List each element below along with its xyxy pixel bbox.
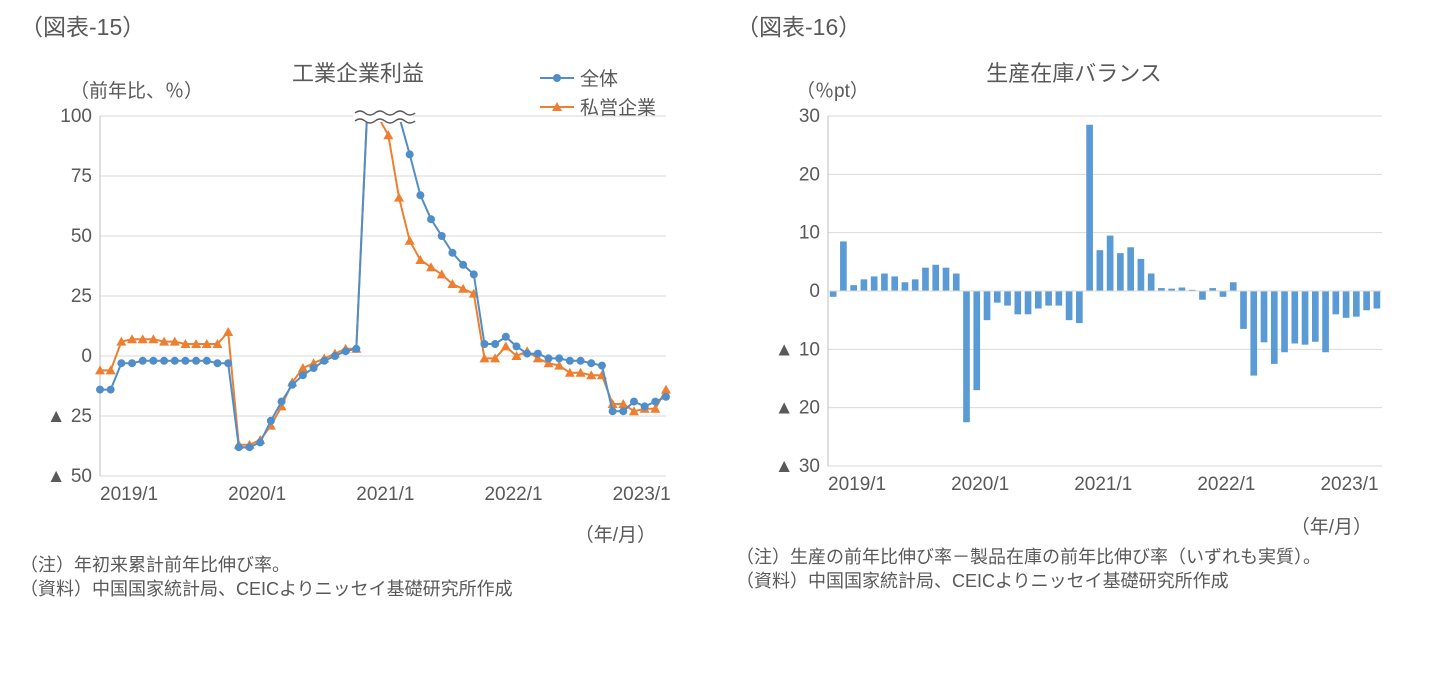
svg-text:▲ 10: ▲ 10 — [775, 339, 820, 360]
chart-notes: （注）年初来累計前年比伸び率。 （資料）中国国家統計局、CEICよりニッセイ基礎… — [20, 553, 696, 602]
chart-notes: （注）生産の前年比伸び率－製品在庫の前年比伸び率（いずれも実質）。 （資料）中国… — [736, 545, 1412, 594]
svg-text:30: 30 — [799, 106, 820, 127]
figure-label: （図表-15） — [20, 8, 696, 42]
svg-text:▲ 20: ▲ 20 — [775, 398, 820, 419]
svg-text:▲ 30: ▲ 30 — [775, 456, 820, 477]
svg-text:0: 0 — [809, 281, 820, 302]
svg-text:2020/1: 2020/1 — [951, 474, 1009, 495]
figure-label: （図表-16） — [736, 8, 1412, 42]
legend: 全体 私営企業 — [540, 64, 656, 122]
x-axis-unit: （年/月） — [736, 512, 1372, 539]
y-axis-unit: （％pt） — [796, 76, 869, 103]
svg-text:50: 50 — [71, 226, 92, 247]
legend-label: 私営企業 — [580, 93, 656, 120]
figure-16-panel: （図表-16） 生産在庫バランス （％pt） ▲ 30▲ 20▲ 1001020… — [716, 0, 1432, 679]
svg-text:2022/1: 2022/1 — [1197, 474, 1255, 495]
svg-text:2022/1: 2022/1 — [484, 484, 542, 505]
svg-text:20: 20 — [799, 164, 820, 185]
svg-text:▲ 25: ▲ 25 — [47, 406, 92, 427]
svg-text:2021/1: 2021/1 — [356, 484, 414, 505]
y-axis-unit: （前年比、％） — [70, 76, 203, 103]
svg-text:2023/1: 2023/1 — [613, 484, 671, 505]
legend-item-private: 私営企業 — [540, 93, 656, 120]
svg-text:2023/1: 2023/1 — [1320, 474, 1378, 495]
svg-text:2021/1: 2021/1 — [1074, 474, 1132, 495]
svg-text:10: 10 — [799, 223, 820, 244]
legend-swatch-private — [540, 106, 574, 108]
legend-label: 全体 — [580, 64, 618, 91]
svg-text:25: 25 — [71, 286, 92, 307]
figure-15-panel: （図表-15） 工業企業利益 （前年比、％） 全体 私営企業 ▲ 50▲ 250… — [0, 0, 716, 679]
svg-text:2019/1: 2019/1 — [100, 484, 158, 505]
note-line: （資料）中国国家統計局、CEICよりニッセイ基礎研究所作成 — [20, 577, 696, 601]
note-line: （資料）中国国家統計局、CEICよりニッセイ基礎研究所作成 — [736, 569, 1412, 593]
svg-text:▲ 50: ▲ 50 — [47, 466, 92, 487]
bar-chart: ▲ 30 ▲ 20 ▲ 10 0 10 20 30 2019/1 2020/1 2021/1 202… — [736, 46, 1412, 516]
svg-text:2019/1: 2019/1 — [828, 474, 886, 495]
svg-text:2020/1: 2020/1 — [228, 484, 286, 505]
note-line: （注）年初来累計前年比伸び率。 — [20, 553, 696, 577]
legend-swatch-all — [540, 77, 574, 79]
svg-text:100: 100 — [60, 106, 92, 127]
svg-text:75: 75 — [71, 166, 92, 187]
note-line: （注）生産の前年比伸び率－製品在庫の前年比伸び率（いずれも実質）。 — [736, 545, 1412, 569]
legend-item-all: 全体 — [540, 64, 656, 91]
svg-text:0: 0 — [81, 346, 92, 367]
